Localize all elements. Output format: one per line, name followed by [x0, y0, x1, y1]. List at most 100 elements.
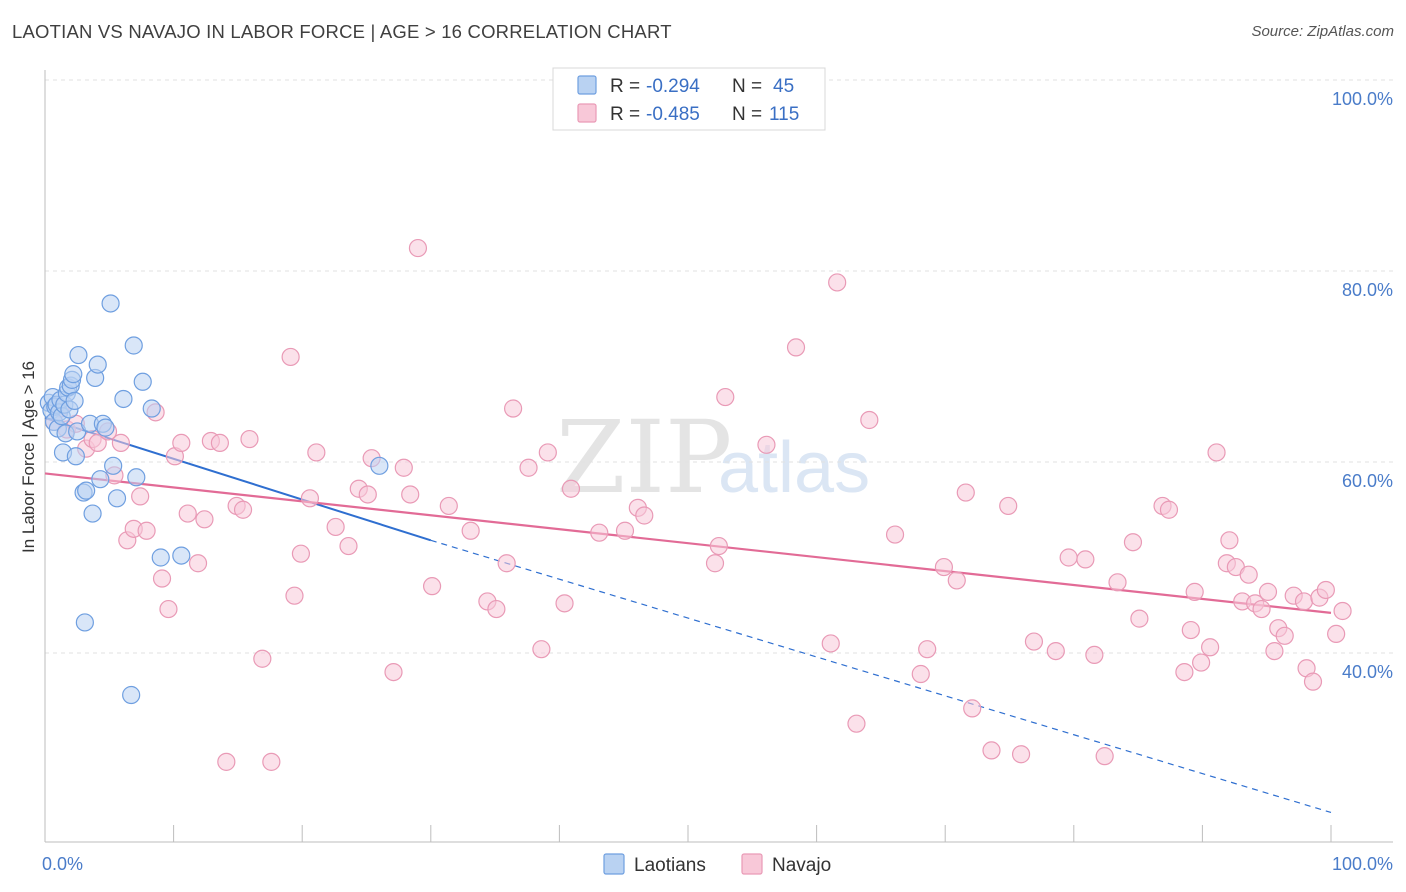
navajo-point — [885, 525, 905, 544]
laotian-point — [133, 372, 152, 391]
navajo-point — [1294, 592, 1314, 611]
laotian-point — [107, 489, 127, 508]
navajo-point — [188, 554, 208, 573]
laotians-legend-swatch — [603, 853, 625, 875]
laotian-point — [69, 345, 88, 365]
y-tick-labels: 40.0% 60.0% 80.0% 100.0% — [1332, 89, 1393, 682]
navajo-point — [1181, 620, 1200, 640]
navajo-point — [1076, 550, 1095, 569]
laotian-point — [65, 391, 84, 410]
navajo-point — [307, 443, 326, 462]
laotian-point — [91, 470, 110, 489]
navajo-r-value: -0.485 — [646, 104, 700, 125]
navajo-point — [461, 521, 480, 540]
navajo-point — [828, 273, 847, 292]
navajo-point — [1011, 745, 1031, 764]
navajo-point — [487, 599, 506, 619]
navajo-point — [326, 517, 345, 537]
navajo-point — [358, 485, 377, 504]
navajo-point — [1024, 632, 1044, 651]
navajo-point — [1239, 565, 1258, 584]
navajo-point — [934, 557, 954, 577]
watermark-atlas: atlas — [718, 428, 870, 508]
series-legend: Laotians Navajo — [603, 853, 831, 876]
navajo-point — [233, 500, 253, 519]
navajo-point — [339, 536, 358, 556]
navajo-point — [716, 387, 735, 407]
navajo-point — [1201, 638, 1220, 657]
axes — [44, 70, 1393, 843]
watermark: ZIP atlas — [556, 399, 870, 516]
navajo-point — [757, 435, 776, 454]
laotian-point — [64, 365, 83, 384]
laotian-trend-extension — [430, 539, 1332, 814]
navajo-point — [1316, 580, 1335, 600]
navajo-legend-swatch — [741, 853, 763, 875]
laotian-point — [127, 468, 146, 487]
navajo-point — [439, 496, 458, 516]
laotian-point — [122, 685, 141, 705]
laotian-point — [77, 481, 96, 500]
navajo-point — [159, 599, 178, 619]
navajo-point — [635, 506, 654, 525]
laotian-points — [39, 294, 389, 705]
watermark-zip: ZIP — [556, 399, 732, 516]
laotian-r-label: R = — [610, 76, 640, 97]
navajo-point — [504, 399, 523, 418]
laotian-r-value: -0.294 — [646, 76, 700, 97]
stats-legend: R = -0.294 N = 45 R = -0.485 N = 115 — [552, 67, 826, 131]
laotian-point — [101, 294, 120, 313]
y-tick-label: 60.0% — [1342, 471, 1393, 491]
navajo-point — [947, 571, 966, 590]
navajo-point — [210, 433, 229, 452]
navajo-point — [1265, 641, 1284, 661]
navajo-point — [1130, 609, 1149, 628]
laotian-point — [114, 389, 133, 409]
navajo-point — [88, 433, 107, 452]
navajo-swatch — [577, 103, 597, 123]
navajo-point — [240, 429, 259, 449]
navajo-point — [262, 752, 281, 771]
x-tick-label: 100.0% — [1332, 854, 1393, 874]
x-tick-label: 0.0% — [42, 854, 83, 874]
navajo-point — [195, 510, 214, 529]
navajo-point — [178, 504, 197, 523]
laotian-n-value: 45 — [773, 76, 794, 97]
navajo-point — [1333, 601, 1352, 621]
laotian-point — [88, 355, 107, 374]
navajo-point — [821, 634, 840, 653]
navajo-point — [615, 521, 635, 540]
laotian-point — [151, 548, 170, 567]
navajo-point — [918, 640, 937, 659]
navajo-point — [519, 458, 538, 477]
y-tick-label: 40.0% — [1342, 662, 1393, 682]
navajo-point — [1159, 500, 1179, 519]
navajo-point — [709, 536, 728, 556]
navajo-point — [1327, 624, 1346, 644]
laotian-point — [104, 456, 123, 475]
navajo-point — [1095, 747, 1114, 766]
navajo-point — [1059, 548, 1078, 567]
navajo-point — [394, 458, 413, 477]
navajo-legend-label: Navajo — [772, 855, 831, 876]
navajo-point — [422, 577, 442, 596]
laotian-point — [83, 504, 102, 523]
y-tick-label: 100.0% — [1332, 89, 1393, 109]
navajo-point — [963, 699, 982, 718]
navajo-point — [281, 347, 300, 367]
navajo-point — [532, 640, 551, 659]
stats-legend-box — [552, 67, 826, 131]
laotians-legend-label: Laotians — [634, 855, 706, 876]
navajo-point — [300, 489, 320, 508]
navajo-point — [384, 662, 403, 682]
navajo-point — [131, 487, 150, 506]
navajo-point — [1275, 626, 1294, 645]
navajo-point — [497, 554, 516, 573]
navajo-point — [253, 649, 272, 668]
laotian-point — [142, 399, 161, 418]
navajo-point — [152, 569, 172, 588]
navajo-point — [111, 433, 130, 452]
navajo-point — [911, 664, 930, 684]
y-tick-label: 80.0% — [1342, 280, 1393, 300]
